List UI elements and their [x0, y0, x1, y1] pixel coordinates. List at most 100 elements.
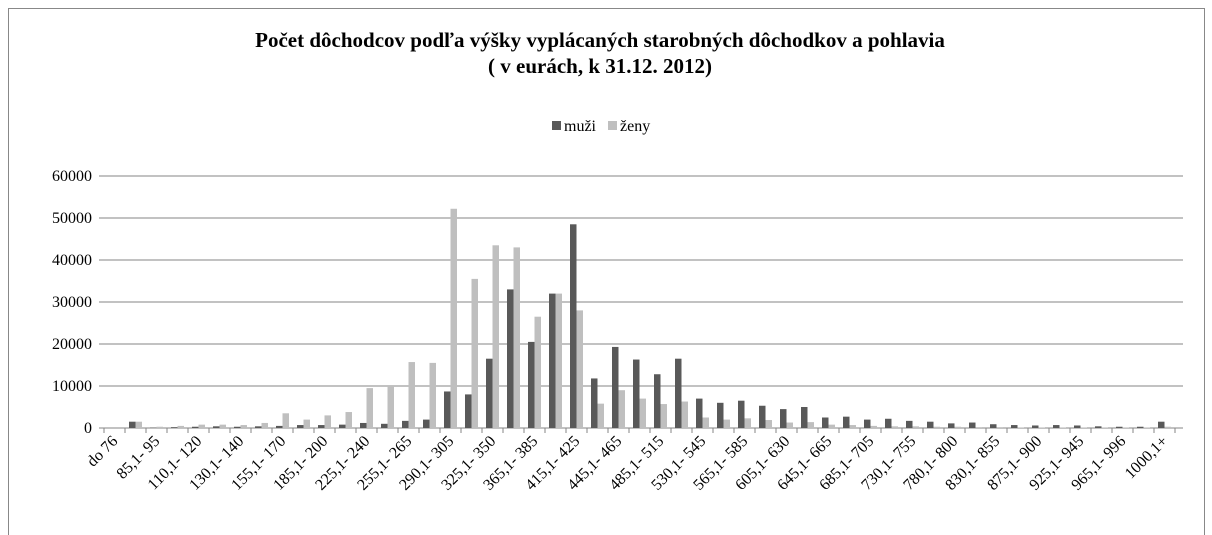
bar [675, 358, 682, 428]
bar [444, 391, 451, 428]
bar [555, 293, 562, 428]
y-tick-label: 40000 [52, 252, 92, 269]
bar [177, 425, 184, 428]
y-tick-label: 0 [84, 420, 92, 437]
y-tick-label: 30000 [52, 294, 92, 311]
bar [219, 424, 226, 428]
bar [198, 424, 205, 428]
bar [765, 420, 772, 428]
bar [192, 426, 199, 428]
bar [534, 316, 541, 428]
legend-swatch [552, 121, 561, 130]
bar [471, 278, 478, 428]
bar [1137, 426, 1144, 428]
bar [933, 426, 940, 428]
bar [282, 413, 289, 428]
bar [738, 400, 745, 428]
chart-title: Počet dôchodcov podľa výšky vyplácaných … [255, 28, 945, 52]
bar [801, 407, 808, 428]
bar [450, 208, 457, 428]
bar [1032, 425, 1039, 428]
bar [843, 416, 850, 428]
bar [1164, 426, 1171, 428]
bar [408, 362, 415, 428]
bar [990, 424, 997, 428]
bar [345, 412, 352, 428]
bar [1095, 426, 1102, 428]
legend-label: ženy [620, 118, 650, 135]
bar [639, 398, 646, 428]
y-tick-label: 10000 [52, 378, 92, 395]
bar [507, 289, 514, 428]
legend-label: muži [564, 118, 597, 135]
bar [576, 310, 583, 428]
bar [465, 394, 472, 428]
y-tick-label: 60000 [52, 168, 92, 185]
bar [360, 422, 367, 428]
bar [255, 426, 262, 428]
bar [969, 422, 976, 428]
bar [633, 359, 640, 428]
bar [696, 398, 703, 428]
bar [597, 403, 604, 428]
bar [927, 421, 934, 428]
bar [975, 427, 982, 428]
chart-border [8, 8, 1205, 535]
bar [807, 422, 814, 428]
bar [366, 388, 373, 428]
bar [864, 419, 871, 428]
bar [822, 417, 829, 428]
bar [129, 421, 136, 428]
bar [591, 378, 598, 428]
y-tick-label: 20000 [52, 336, 92, 353]
bar [912, 426, 919, 428]
bar [681, 401, 688, 428]
bar [234, 426, 241, 428]
y-tick-label: 50000 [52, 210, 92, 227]
bar [954, 426, 961, 428]
x-tick-label: 1000,1+ [1122, 433, 1172, 483]
bar [318, 425, 325, 428]
bar [948, 423, 955, 428]
bar [828, 424, 835, 428]
bar [261, 422, 268, 428]
bar [276, 425, 283, 428]
bar [891, 426, 898, 428]
bar [156, 426, 163, 428]
bar [1074, 425, 1081, 428]
bar [618, 390, 625, 428]
bar [513, 247, 520, 428]
x-tick-label: do 76 [84, 433, 121, 470]
bar [171, 427, 178, 428]
bar [849, 425, 856, 428]
bar [717, 402, 724, 428]
bar [780, 409, 787, 428]
bar [996, 427, 1003, 428]
bar [324, 415, 331, 428]
bar [303, 419, 310, 428]
bar [870, 425, 877, 428]
bar [528, 341, 535, 428]
bar [1158, 421, 1165, 428]
bar [1116, 426, 1123, 428]
bar [660, 404, 667, 428]
bar [381, 423, 388, 428]
chart-subtitle: ( v eurách, k 31.12. 2012) [488, 54, 712, 78]
bar [786, 422, 793, 428]
bar [906, 420, 913, 428]
bar [492, 245, 499, 428]
bar [486, 358, 493, 428]
bar [1011, 425, 1018, 428]
bar [402, 420, 409, 428]
bar [213, 426, 220, 428]
bar [744, 418, 751, 428]
bar [135, 421, 142, 428]
bar [612, 346, 619, 428]
bar [885, 418, 892, 428]
bar [723, 419, 730, 428]
bar [423, 419, 430, 428]
bar [570, 224, 577, 428]
bar [549, 293, 556, 428]
